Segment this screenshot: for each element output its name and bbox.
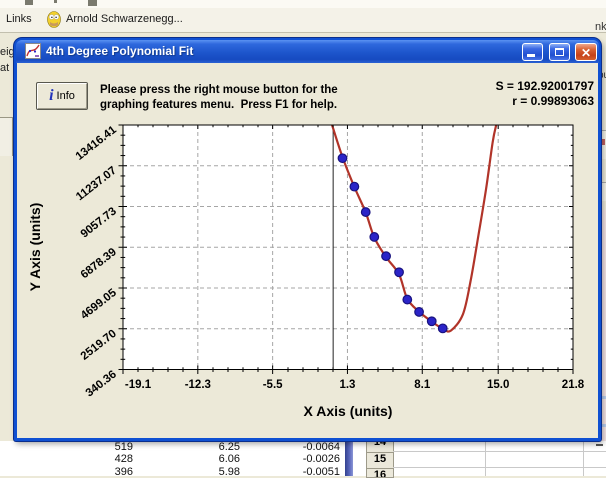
clipped-label: eig (0, 46, 15, 58)
background-data-table: 519 6.25 -0.0064 428 6.06 -0.0026 396 5.… (0, 441, 606, 478)
stat-standard-error: S = 192.92001797 (495, 79, 594, 93)
data-point (337, 153, 348, 164)
minimize-button[interactable] (522, 43, 543, 61)
table-cell: -0.0051 (302, 466, 340, 478)
background-app-left-edge: eig at (0, 33, 15, 441)
maximize-button[interactable] (549, 43, 570, 61)
data-point (360, 207, 371, 217)
background-pink-area (601, 210, 606, 441)
help-message-line1: Please press the right mouse button for … (100, 84, 338, 96)
y-axis-title: Y Axis (units) (27, 203, 43, 292)
clipped-toolbar-button (601, 130, 606, 159)
x-tick-label: 8.1 (414, 379, 431, 391)
clipped-link-text: nk (595, 21, 606, 33)
data-point (402, 294, 413, 305)
data-point (394, 267, 404, 278)
close-button[interactable]: ✕ (575, 43, 597, 61)
table-row: 396 5.98 -0.0051 (0, 466, 345, 478)
clipped-widget (596, 444, 603, 446)
x-tick-label: -19.1 (125, 379, 152, 391)
data-point (414, 307, 424, 317)
table-cell: 519 (114, 441, 133, 453)
sheet-gridline (485, 441, 486, 476)
table-cell: 6.06 (218, 453, 240, 465)
table-cell: 396 (114, 466, 133, 478)
clipped-toolbar-icon (54, 0, 57, 3)
table-cell: 5.98 (218, 466, 240, 478)
x-tick-label: -5.5 (263, 379, 283, 391)
clipped-button (0, 117, 13, 156)
clipped-toolbar-icon (88, 0, 97, 6)
sheet-gridline (393, 451, 606, 452)
table-cell: -0.0064 (302, 441, 340, 453)
table-cell: -0.0026 (302, 453, 340, 465)
data-point (381, 251, 391, 262)
stat-correlation: r = 0.99893063 (512, 94, 594, 108)
links-label: Links (6, 13, 32, 25)
dialog-titlebar[interactable]: 4th Degree Polynomial Fit ✕ (16, 40, 599, 63)
clipped-label: at (0, 62, 10, 74)
background-app-right-edge: pu (598, 62, 606, 441)
browser-top-strip (0, 0, 606, 8)
x-axis-title: X Axis (units) (304, 403, 393, 419)
clipped-label: pu (598, 70, 606, 81)
x-tick-label: -12.3 (185, 379, 211, 391)
data-point (426, 316, 437, 327)
row-header[interactable]: 15 (366, 452, 394, 469)
x-tick-label: 15.0 (487, 379, 509, 391)
info-button[interactable]: i Info (36, 82, 88, 110)
table-row: 428 6.06 -0.0026 (0, 453, 345, 465)
y-tick-label: 6878.39 (79, 246, 119, 281)
clipped-widget (601, 182, 606, 201)
clipped-toolbar-icon (25, 0, 33, 5)
curve-fit-app-icon (25, 43, 41, 59)
table-row: 519 6.25 -0.0064 (0, 441, 345, 453)
y-tick-label: 9057.73 (79, 205, 119, 240)
data-point (349, 181, 360, 192)
y-tick-label: 13416.41 (74, 124, 120, 163)
y-tick-label: 11237.07 (74, 165, 119, 204)
info-icon: i (49, 87, 54, 104)
favorite-link[interactable]: Arnold Schwarzenegg... (66, 13, 183, 25)
sheet-gridline (393, 467, 606, 468)
pane-separator (345, 441, 353, 476)
dialog-title: 4th Degree Polynomial Fit (46, 44, 194, 58)
help-message-line2: graphing features menu. Press F1 for hel… (100, 99, 338, 111)
table-cell: 428 (114, 453, 133, 465)
favorite-homer-icon (46, 11, 62, 33)
y-tick-label: 4699.05 (79, 287, 120, 322)
links-toolbar: Links Arnold Schwarzenegg... nk (0, 8, 606, 33)
y-tick-label: 340.36 (84, 368, 119, 399)
x-tick-label: 21.8 (562, 379, 585, 391)
row-header[interactable]: 16 (366, 468, 394, 478)
y-tick-label: 2519.70 (79, 328, 119, 363)
sheet-gridline (583, 441, 584, 476)
data-point (369, 232, 380, 242)
data-point (437, 323, 448, 334)
x-tick-label: 1.3 (339, 379, 355, 391)
table-cell: 6.25 (218, 441, 240, 453)
